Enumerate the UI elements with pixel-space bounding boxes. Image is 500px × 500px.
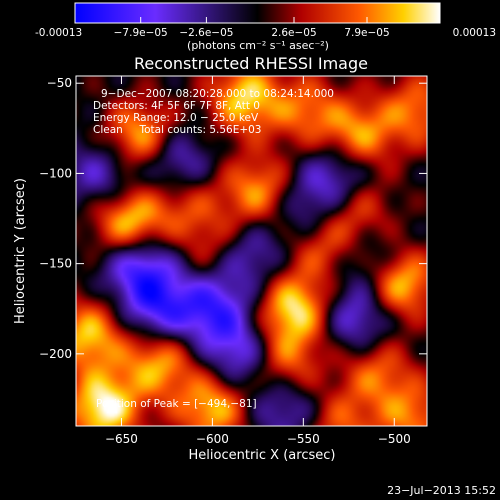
x-axis-ticks: −650 −600 −550 −500 [105, 76, 411, 446]
x-tick-label: −500 [378, 432, 411, 446]
x-tick-label: −650 [105, 432, 138, 446]
colorbar-label: (photons cm⁻² s⁻¹ asec⁻²) [187, 39, 329, 52]
info-detectors: Detectors: 4F 5F 6F 7F 8F, Att 0 [93, 100, 260, 112]
y-tick-label: −50 [47, 76, 72, 90]
info-method: Clean Total counts: 5.56E+03 [93, 124, 262, 136]
y-axis-ticks: −50 −100 −150 −200 [39, 76, 427, 361]
colorbar-tick-label: -0.00013 [35, 27, 82, 39]
footer-date: 23−Jul−2013 15:52 [387, 484, 496, 497]
colorbar-tick-label: 0.00013 [453, 27, 496, 39]
peak-position-label: Position of Peak = [−494,−81] [96, 398, 257, 410]
colorbar-tick-label: 2.6e−05 [271, 27, 316, 39]
info-energy: Energy Range: 12.0 − 25.0 keV [93, 112, 259, 124]
x-tick-label: −550 [287, 432, 320, 446]
colorbar-tick-label: 7.9e−05 [344, 27, 389, 39]
chart-title: Reconstructed RHESSI Image [134, 54, 368, 73]
x-tick-label: −600 [196, 432, 229, 446]
colorbar [74, 2, 441, 24]
colorbar-ticks: -0.00013 −7.9e−05 −2.6e−05 2.6e−05 7.9e−05 0.… [35, 17, 496, 39]
y-tick-label: −150 [39, 257, 72, 271]
y-tick-label: −200 [39, 347, 72, 361]
plot-frame [75, 75, 428, 427]
x-axis-label: Heliocentric X (arcsec) [189, 448, 336, 463]
colorbar-tick-label: −7.9e−05 [114, 27, 168, 39]
info-time-range: 9−Dec−2007 08:20:28.000 to 08:24:14.000 [101, 88, 334, 100]
y-axis-label: Heliocentric Y (arcsec) [13, 178, 28, 324]
heatmap-image [76, 76, 427, 426]
y-tick-label: −100 [39, 166, 72, 180]
colorbar-tick-label: −2.6e−05 [179, 27, 233, 39]
